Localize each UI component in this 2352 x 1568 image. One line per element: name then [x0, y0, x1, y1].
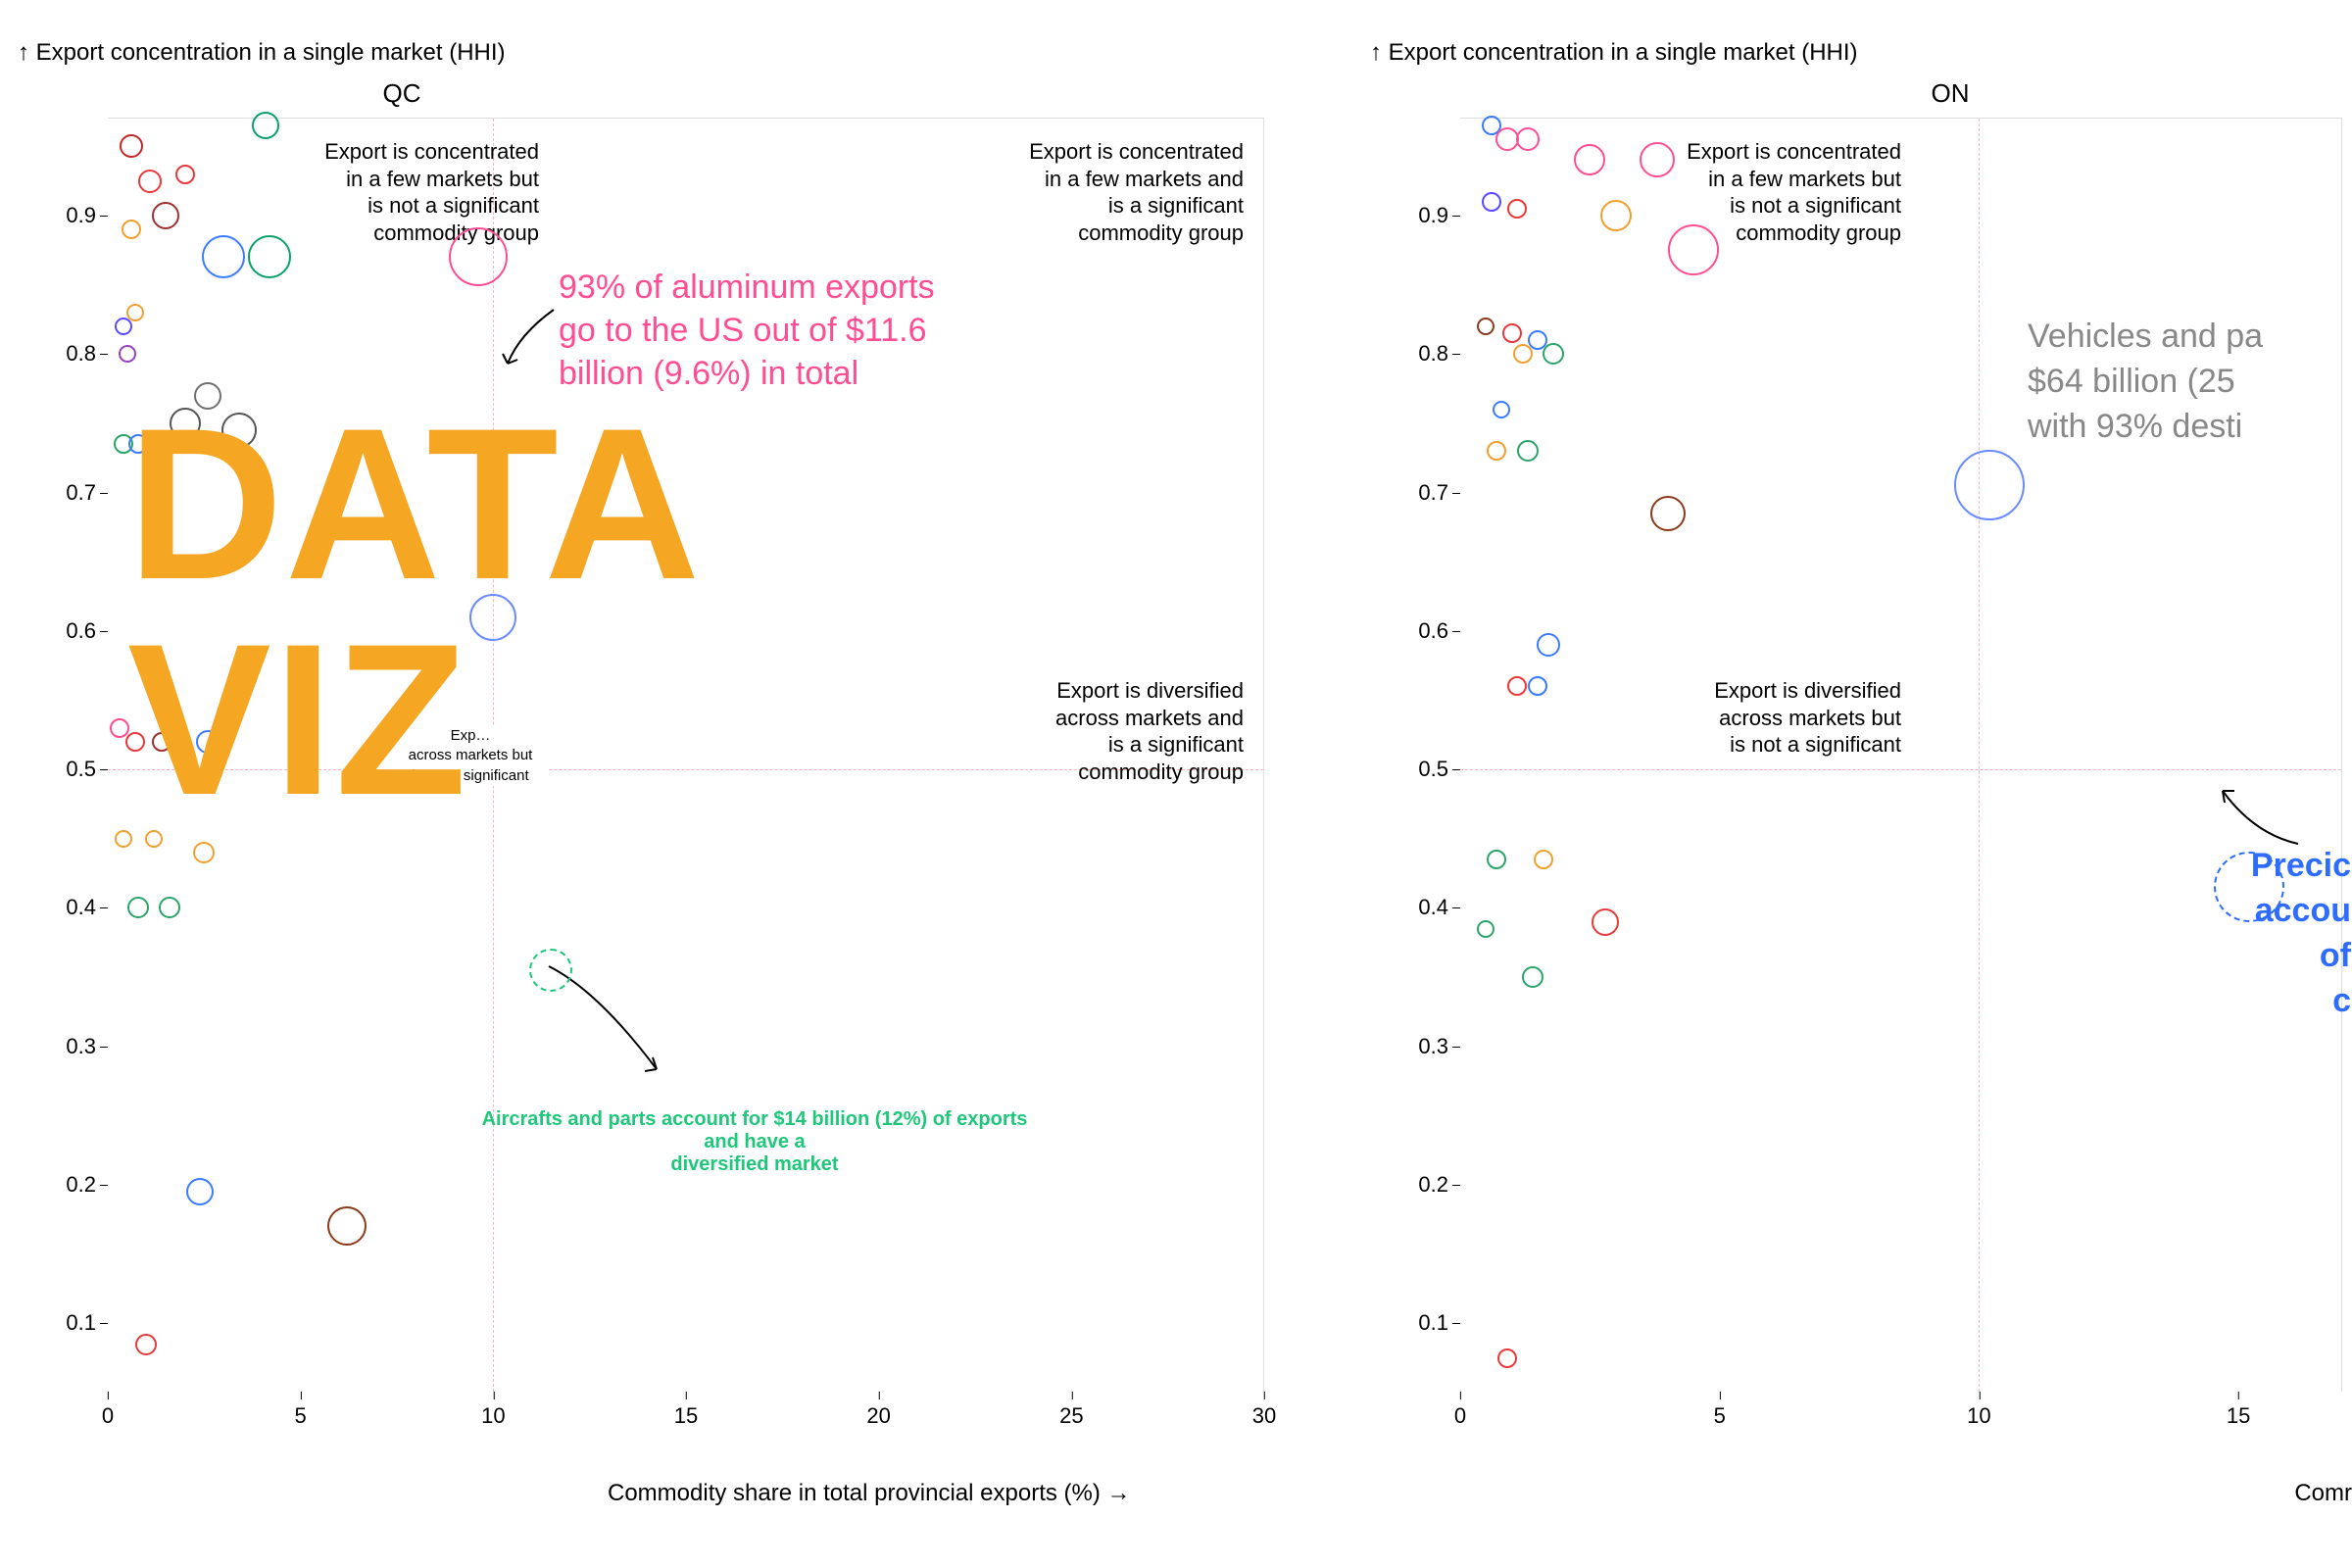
x-tick: 15 — [2227, 1403, 2250, 1429]
plot-on: Export is concentratedin a few markets b… — [1460, 118, 2342, 1392]
x-tick: 25 — [1059, 1403, 1083, 1429]
bubble — [1507, 676, 1527, 696]
y-tick: 0.8 — [1399, 341, 1448, 367]
y-tick: 0.1 — [1399, 1310, 1448, 1336]
bubble — [1592, 908, 1619, 936]
bubble — [202, 235, 245, 278]
y-tick: 0.1 — [47, 1310, 96, 1336]
x-tick: 30 — [1252, 1403, 1276, 1429]
bubble — [1507, 199, 1527, 219]
bubble — [119, 345, 136, 363]
bubble — [1516, 127, 1540, 151]
bubble — [1513, 344, 1533, 364]
y-tick: 0.3 — [1399, 1034, 1448, 1059]
y-axis-title-on: ↑ Export concentration in a single marke… — [1370, 39, 1858, 67]
bubble — [1600, 200, 1632, 231]
panel-title-qc: QC — [343, 78, 461, 109]
bubble — [1640, 142, 1675, 177]
y-tick: 0.8 — [47, 341, 96, 367]
bubble — [138, 170, 162, 193]
bubble — [1650, 496, 1686, 531]
y-tick: 0.7 — [47, 480, 96, 506]
y-tick: 0.2 — [1399, 1172, 1448, 1198]
bubble — [152, 202, 179, 229]
annotation-green-qc: Aircrafts and parts account for $14 bill… — [480, 1108, 1029, 1176]
bubble — [1502, 323, 1522, 343]
bubble — [193, 842, 215, 863]
x-tick: 20 — [866, 1403, 890, 1429]
bubble — [186, 1178, 214, 1205]
divider-h-on — [1460, 769, 2341, 770]
bubble — [126, 304, 144, 321]
y-tick: 0.5 — [1399, 757, 1448, 782]
bubble — [252, 112, 279, 139]
x-axis-title-qc: Commodity share in total provincial expo… — [608, 1480, 1131, 1507]
x-tick: 10 — [481, 1403, 505, 1429]
quadrant-tl-on: Export is concentratedin a few markets b… — [1588, 138, 1901, 246]
bubble — [120, 134, 143, 158]
overlay-line2: VIZ — [127, 617, 468, 822]
bubble — [1497, 1348, 1517, 1368]
quadrant-br-qc: Export is diversifiedacross markets andi… — [930, 677, 1244, 785]
canvas: ↑ Export concentration in a single marke… — [0, 0, 2352, 1568]
bubble — [529, 949, 572, 992]
bubble — [1487, 441, 1506, 461]
y-tick: 0.6 — [47, 618, 96, 644]
bubble — [175, 165, 195, 184]
bubble — [1477, 318, 1494, 335]
y-tick: 0.3 — [47, 1034, 96, 1059]
x-tick: 15 — [674, 1403, 698, 1429]
annotation-pink-qc: 93% of aluminum exportsgo to the US out … — [559, 266, 1068, 396]
bubble — [1487, 850, 1506, 869]
bubble — [327, 1206, 367, 1246]
x-tick: 5 — [1714, 1403, 1726, 1429]
bubble — [1574, 144, 1605, 175]
bubble — [1543, 343, 1564, 365]
x-tick: 10 — [1967, 1403, 1990, 1429]
y-tick: 0.7 — [1399, 480, 1448, 506]
y-tick: 0.4 — [47, 895, 96, 920]
bubble — [115, 318, 132, 335]
bubble — [1534, 850, 1553, 869]
bubble — [127, 897, 149, 918]
bubble — [1517, 440, 1539, 462]
annotation-grey-on: Vehicles and pa$64 billion (25with 93% d… — [2028, 315, 2351, 450]
y-tick: 0.2 — [47, 1172, 96, 1198]
quadrant-bl-on: Export is diversifiedacross markets buti… — [1588, 677, 1901, 759]
panel-title-on: ON — [1891, 78, 2009, 109]
quadrant-tl-qc: Export is concentratedin a few markets b… — [225, 138, 539, 246]
bubble — [122, 220, 141, 239]
y-tick: 0.5 — [47, 757, 96, 782]
y-tick: 0.6 — [1399, 618, 1448, 644]
overlay-line1: DATA — [127, 402, 702, 607]
bubble — [1528, 676, 1547, 696]
bubble — [1954, 450, 2025, 520]
quadrant-tr-qc: Export is concentratedin a few markets a… — [930, 138, 1244, 246]
y-tick: 0.9 — [1399, 203, 1448, 228]
y-tick: 0.9 — [47, 203, 96, 228]
divider-v-on — [1979, 119, 1980, 1392]
bubble — [1537, 633, 1560, 657]
bubble — [159, 897, 180, 918]
bubble — [449, 227, 508, 286]
bubble — [1477, 920, 1494, 938]
bubble — [1522, 966, 1544, 988]
y-tick: 0.4 — [1399, 895, 1448, 920]
bubble — [1482, 192, 1501, 212]
x-tick: 5 — [295, 1403, 307, 1429]
bubble — [248, 235, 291, 278]
bubble — [1493, 401, 1510, 418]
x-tick: 0 — [1454, 1403, 1466, 1429]
bubble — [135, 1334, 157, 1355]
bubble — [2214, 852, 2284, 922]
x-axis-title-on-clip: Comr — [2294, 1480, 2352, 1507]
y-axis-title-qc: ↑ Export concentration in a single marke… — [18, 39, 506, 67]
x-tick: 0 — [102, 1403, 114, 1429]
bubble — [1668, 224, 1719, 275]
